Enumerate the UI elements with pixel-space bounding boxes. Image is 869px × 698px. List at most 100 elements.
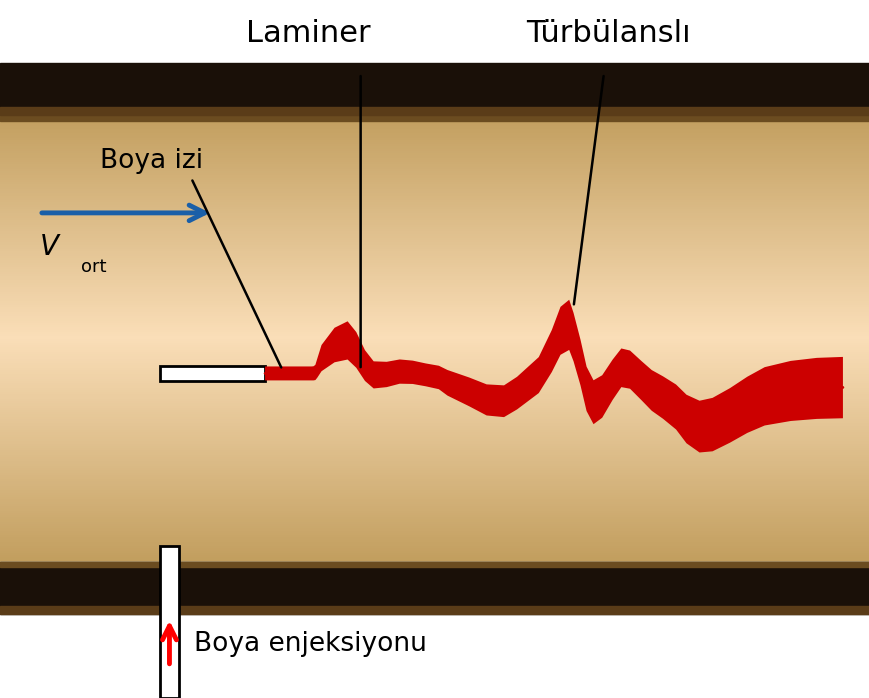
Bar bbox=[0, 309, 869, 312]
Bar bbox=[0, 107, 869, 115]
Bar bbox=[0, 229, 869, 231]
Bar bbox=[0, 359, 869, 361]
Bar bbox=[0, 399, 869, 401]
Bar bbox=[0, 169, 869, 171]
Bar bbox=[0, 517, 869, 519]
Bar bbox=[0, 403, 869, 406]
Bar bbox=[0, 180, 869, 182]
Bar bbox=[0, 343, 869, 346]
Bar bbox=[0, 128, 869, 131]
Bar bbox=[0, 296, 869, 298]
Bar bbox=[0, 463, 869, 466]
Bar bbox=[0, 336, 869, 339]
Text: Türbülanslı: Türbülanslı bbox=[526, 19, 691, 48]
Bar bbox=[0, 454, 869, 457]
Bar bbox=[0, 220, 869, 223]
Bar bbox=[0, 140, 869, 142]
Bar bbox=[0, 555, 869, 558]
Bar bbox=[160, 546, 179, 698]
Bar bbox=[0, 144, 869, 147]
Bar bbox=[0, 283, 869, 285]
Bar bbox=[0, 508, 869, 510]
Bar bbox=[0, 394, 869, 396]
Bar bbox=[0, 301, 869, 303]
Bar bbox=[0, 526, 869, 528]
Bar bbox=[0, 448, 869, 450]
Bar bbox=[0, 521, 869, 524]
Bar bbox=[0, 354, 869, 357]
Bar bbox=[0, 480, 869, 482]
Bar bbox=[0, 515, 869, 517]
Bar bbox=[0, 535, 869, 537]
Bar bbox=[0, 551, 869, 553]
Bar bbox=[0, 544, 869, 547]
Bar bbox=[0, 281, 869, 283]
Bar bbox=[0, 497, 869, 499]
Bar bbox=[0, 292, 869, 294]
Bar bbox=[0, 242, 869, 245]
Bar bbox=[0, 513, 869, 515]
Bar bbox=[0, 124, 869, 126]
Bar bbox=[0, 256, 869, 258]
Bar bbox=[0, 225, 869, 227]
Bar bbox=[0, 419, 869, 421]
Bar bbox=[0, 320, 869, 323]
Bar bbox=[0, 214, 869, 216]
Bar bbox=[0, 312, 869, 314]
Text: Laminer: Laminer bbox=[246, 19, 371, 48]
Bar bbox=[0, 560, 869, 562]
Bar bbox=[0, 290, 869, 292]
Bar bbox=[0, 383, 869, 385]
Bar bbox=[0, 426, 869, 428]
Bar bbox=[0, 410, 869, 413]
Bar bbox=[0, 339, 869, 341]
Bar bbox=[0, 348, 869, 350]
Bar bbox=[0, 524, 869, 526]
Bar bbox=[0, 484, 869, 486]
Bar bbox=[0, 202, 869, 205]
Bar bbox=[0, 260, 869, 262]
Bar bbox=[0, 189, 869, 191]
Bar bbox=[0, 240, 869, 242]
Bar bbox=[0, 245, 869, 247]
Bar bbox=[0, 223, 869, 225]
Bar bbox=[0, 207, 869, 209]
Bar bbox=[0, 158, 869, 160]
Bar bbox=[0, 528, 869, 530]
Bar bbox=[0, 115, 869, 121]
Bar bbox=[0, 334, 869, 336]
Bar bbox=[0, 421, 869, 424]
Bar bbox=[0, 432, 869, 435]
Bar bbox=[0, 452, 869, 454]
Text: Boya izi: Boya izi bbox=[100, 147, 203, 174]
Bar bbox=[0, 171, 869, 173]
Bar bbox=[0, 227, 869, 229]
Bar bbox=[0, 502, 869, 504]
Bar bbox=[0, 368, 869, 370]
Bar bbox=[0, 417, 869, 419]
Bar bbox=[0, 519, 869, 521]
Bar bbox=[0, 115, 869, 117]
Bar bbox=[0, 122, 869, 124]
Bar bbox=[0, 450, 869, 452]
Bar bbox=[0, 390, 869, 392]
Bar bbox=[0, 506, 869, 508]
Bar bbox=[0, 162, 869, 164]
Bar bbox=[0, 323, 869, 325]
Bar bbox=[0, 173, 869, 175]
Bar bbox=[0, 249, 869, 251]
Bar bbox=[0, 298, 869, 301]
Bar bbox=[0, 234, 869, 236]
Bar bbox=[0, 209, 869, 211]
Bar bbox=[0, 466, 869, 468]
Bar bbox=[0, 558, 869, 560]
Bar bbox=[0, 262, 869, 265]
Bar bbox=[0, 363, 869, 365]
Bar bbox=[0, 437, 869, 439]
Bar bbox=[0, 606, 869, 614]
Bar bbox=[0, 274, 869, 276]
Bar bbox=[0, 231, 869, 234]
Bar bbox=[0, 236, 869, 238]
Bar bbox=[0, 341, 869, 343]
Bar bbox=[0, 267, 869, 269]
